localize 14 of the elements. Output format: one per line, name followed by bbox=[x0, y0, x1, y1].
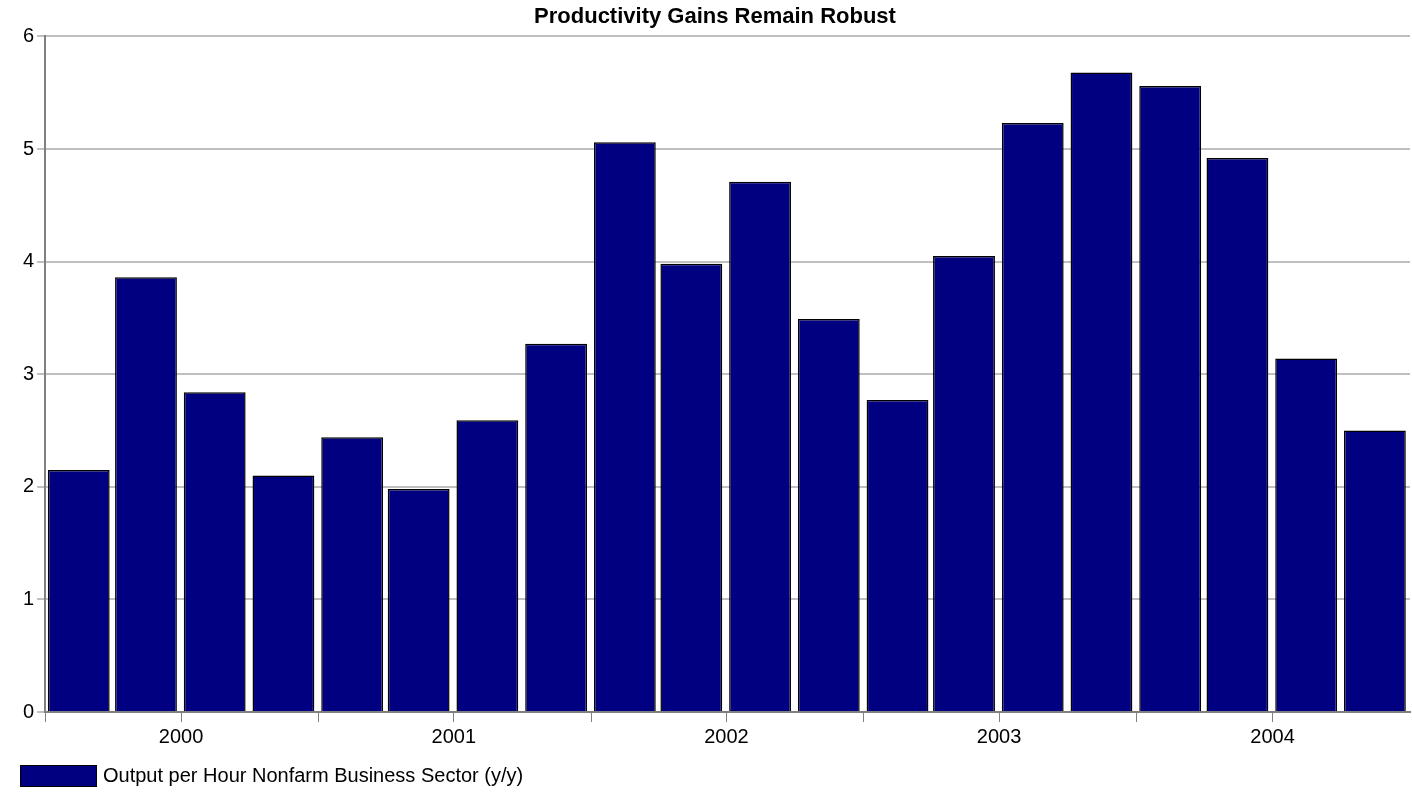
y-tick-label: 2 bbox=[23, 474, 35, 497]
x-tick-label: 2003 bbox=[976, 724, 1022, 747]
chart-title: Productivity Gains Remain Robust bbox=[534, 3, 897, 29]
y-tick-label: 1 bbox=[23, 586, 35, 609]
y-tick-label: 3 bbox=[23, 361, 35, 384]
y-tick-label: 4 bbox=[23, 249, 35, 272]
x-tick-label: 2004 bbox=[1250, 724, 1295, 747]
text: Output per Hour Nonfarm Business Sector (y/y) bbox=[103, 764, 524, 787]
x-tick-label: 2001 bbox=[431, 724, 477, 747]
y-tick-label: 6 bbox=[23, 23, 35, 46]
y-tick-label: 0 bbox=[23, 699, 35, 722]
x-tick-label: 2000 bbox=[158, 724, 204, 747]
x-tick-label: 2002 bbox=[704, 724, 749, 747]
y-tick-label: 5 bbox=[23, 136, 35, 159]
